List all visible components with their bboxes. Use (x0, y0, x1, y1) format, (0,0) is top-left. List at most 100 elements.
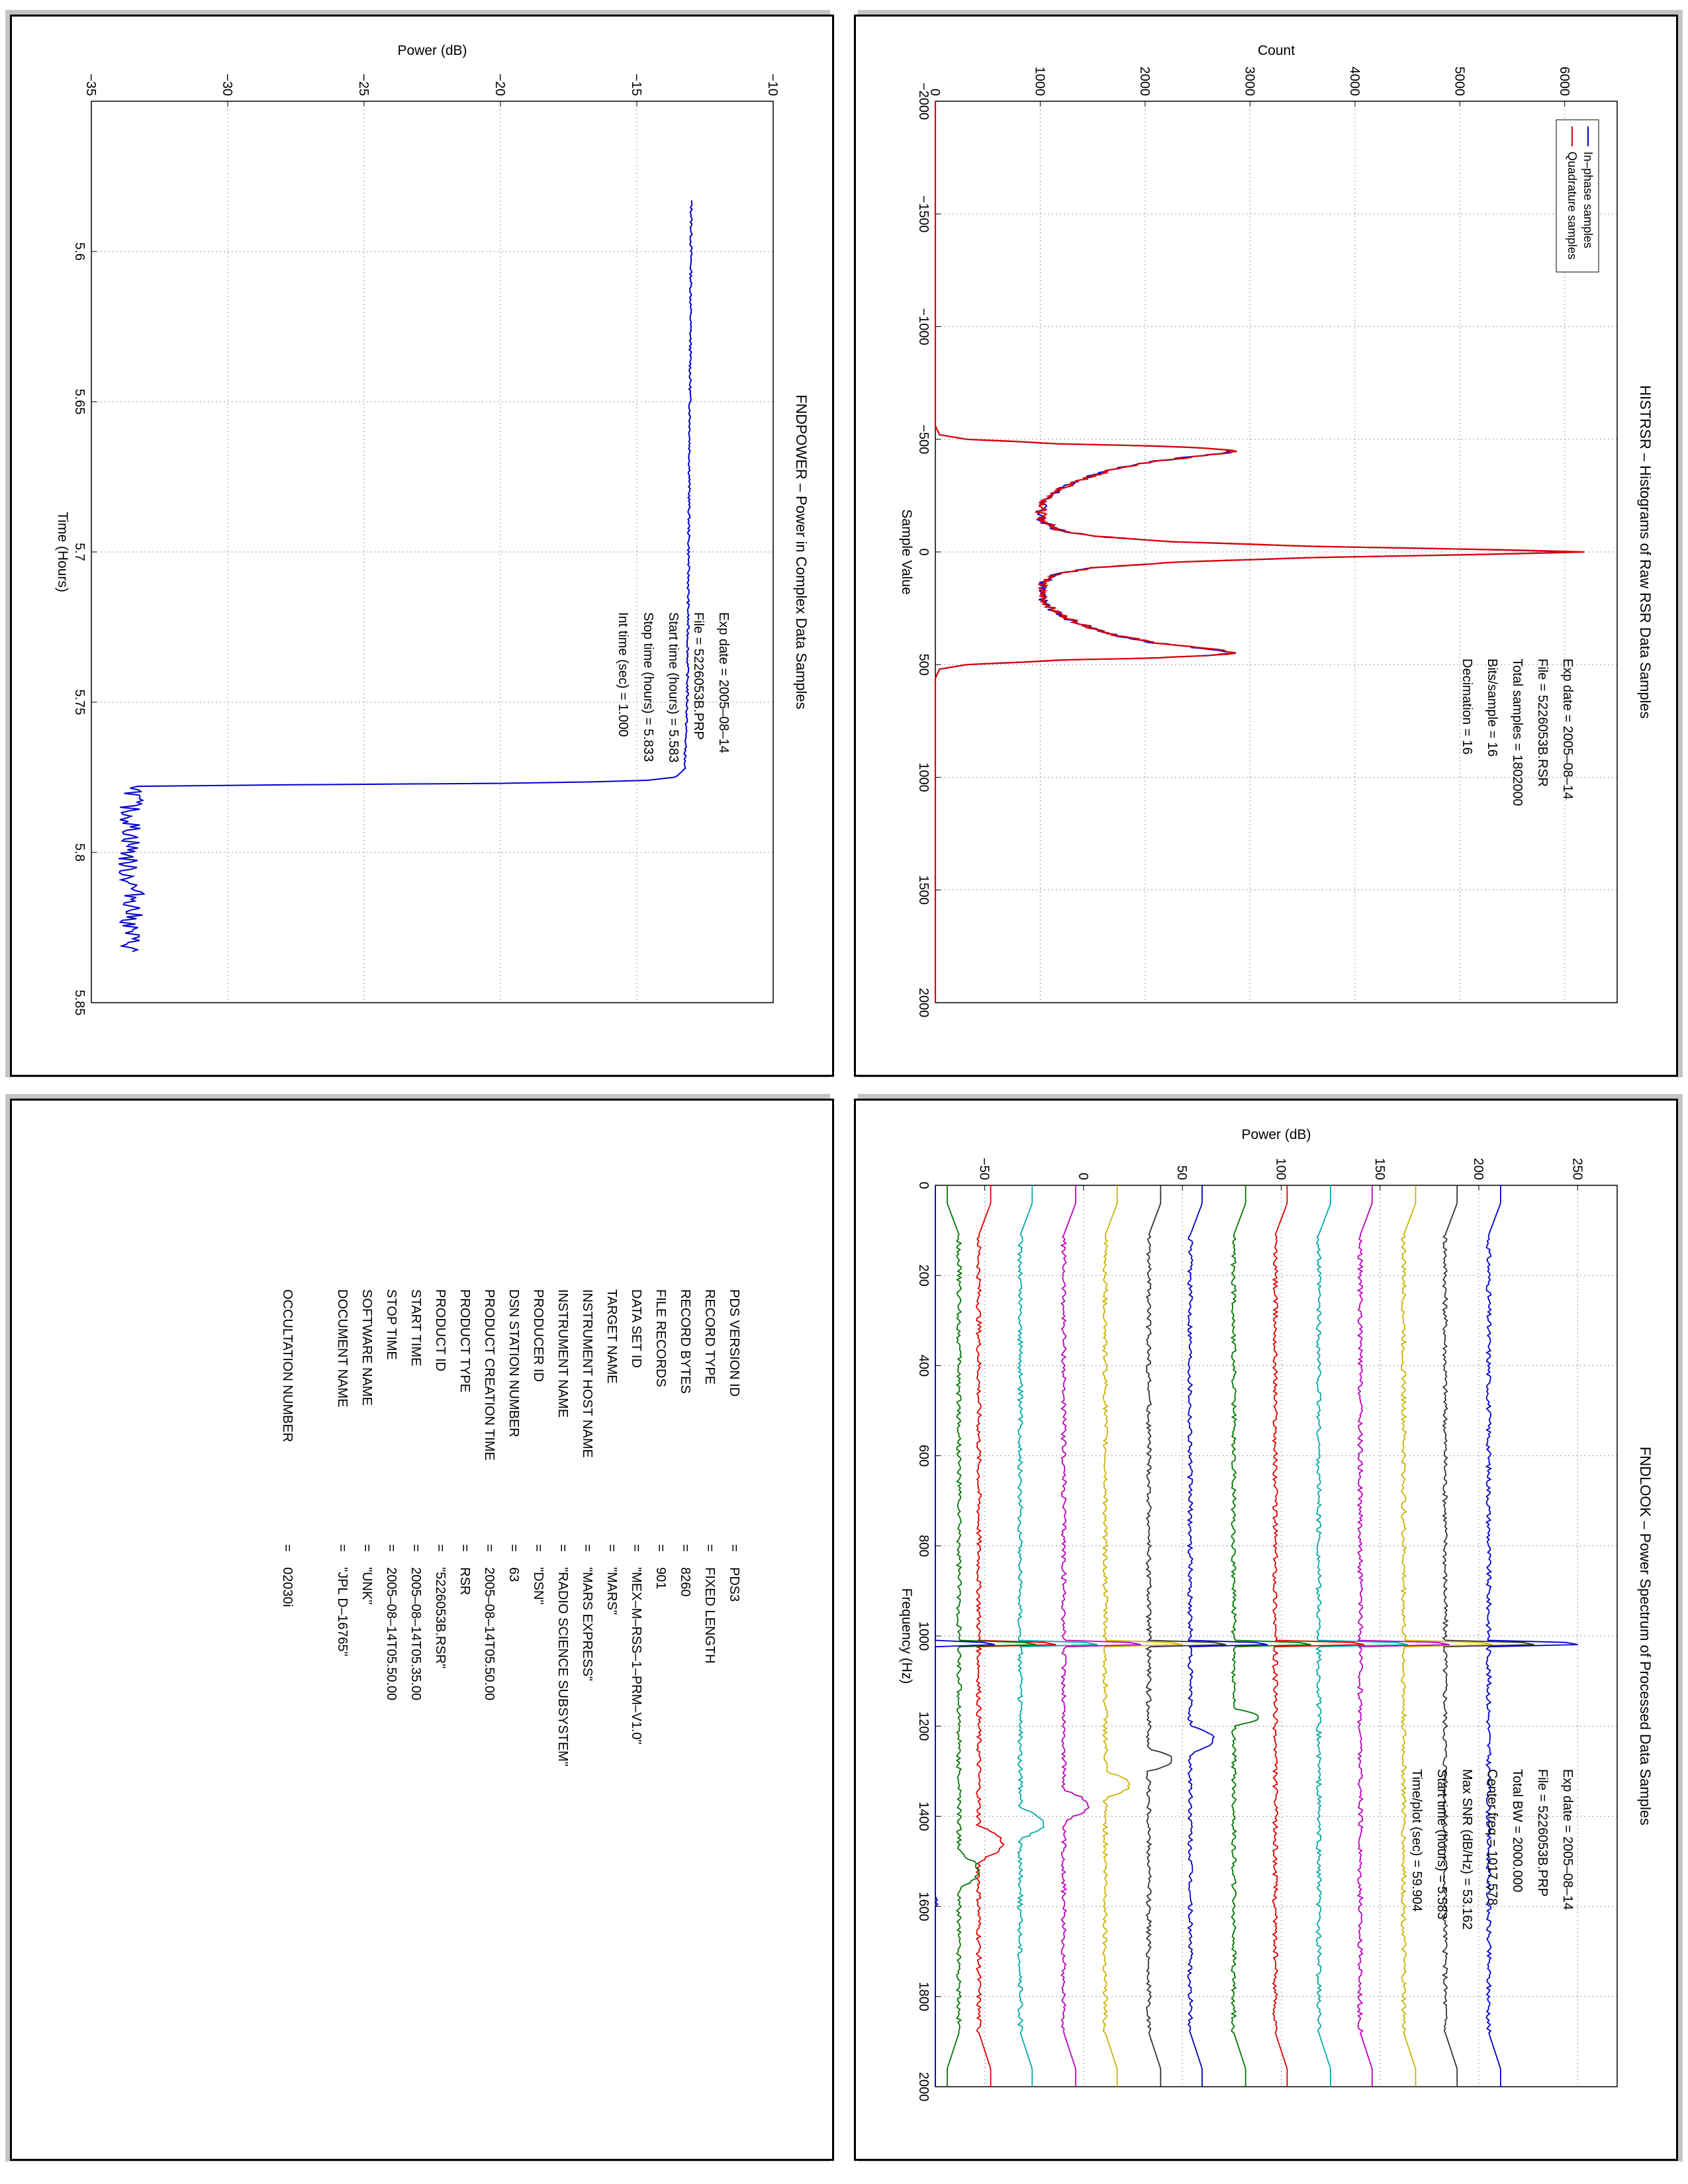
info-line: Exp date = 2005–08–14 (716, 612, 731, 753)
info-line: Stop time (hours) = 5.833 (641, 612, 655, 762)
histogram-panel: HISTRSR – Histograms of Raw RSR Data Sam… (854, 15, 1678, 1077)
y-tick-label: 6000 (1557, 67, 1571, 97)
label-equals: = (506, 1544, 521, 1552)
pds-label-listing: PDS VERSION ID = PDS3 RECORD TYPE = FIXED LEN… (280, 1289, 741, 1766)
spectrum-chart: FNDLOOK – Power Spectrum of Processed Da… (899, 1127, 1654, 2102)
legend-label: Quadrature samples (1566, 152, 1579, 259)
label-equals: = (580, 1544, 594, 1552)
label-key: STOP TIME (384, 1289, 399, 1360)
label-key: RECORD TYPE (702, 1289, 717, 1385)
y-tick-label: −50 (977, 1158, 992, 1180)
label-equals: = (482, 1544, 496, 1552)
y-axis-label: Count (1258, 43, 1295, 58)
x-tick-label: 1200 (916, 1711, 931, 1741)
info-line: Bits/sample = 16 (1485, 659, 1499, 756)
power-chart: FNDPOWER – Power in Complex Data Samples… (55, 43, 810, 1015)
power-panel: FNDPOWER – Power in Complex Data Samples… (10, 15, 834, 1077)
label-key: DOCUMENT NAME (335, 1289, 350, 1408)
label-value: 2005–08–14T05.50.00 (482, 1567, 496, 1700)
y-tick-label: 4000 (1347, 67, 1362, 97)
y-tick-label: 0 (1076, 1173, 1090, 1180)
info-line: Exp date = 2005–08–14 (1560, 1769, 1575, 1910)
x-tick-label: 5.75 (72, 690, 87, 715)
spectrum-series-line (947, 1185, 1037, 2087)
label-value: "MARS" (604, 1567, 619, 1615)
label-value: 2005–08–14T05.50.00 (384, 1567, 399, 1700)
spectrum-series-line (1356, 1185, 1450, 2087)
label-value: RSR (457, 1567, 472, 1595)
info-line: Decimation = 16 (1460, 659, 1474, 754)
y-tick-label: 1000 (1032, 67, 1047, 97)
y-tick-label: 150 (1372, 1158, 1387, 1180)
label-value: "RADIO SCIENCE SUBSYSTEM" (555, 1567, 570, 1766)
label-key: INSTRUMENT NAME (555, 1289, 570, 1418)
info-line: Max SNR (dB/Hz) = 53.162 (1460, 1769, 1474, 1930)
spectrum-series-line (1441, 1185, 1535, 2087)
y-tick-label: −15 (629, 73, 643, 96)
y-tick-label: 50 (1174, 1165, 1189, 1180)
label-panel: PDS VERSION ID = PDS3 RECORD TYPE = FIXED LEN… (10, 1099, 834, 2161)
info-line: Exp date = 2005–08–14 (1560, 659, 1575, 799)
label-equals: = (678, 1544, 692, 1552)
label-value: PDS3 (727, 1567, 741, 1602)
x-tick-label: 400 (916, 1355, 931, 1377)
spectrum-series-line (1060, 1185, 1141, 2087)
label-value: 901 (653, 1567, 668, 1589)
legend-label: In–phase samples (1581, 152, 1595, 248)
label-value: "JPL D–16765" (335, 1567, 350, 1657)
info-line: Start time (hours) = 5.583 (1434, 1769, 1449, 1919)
plot-frame (935, 101, 1618, 1003)
x-tick-label: 1500 (916, 876, 931, 905)
label-equals: = (531, 1544, 545, 1552)
x-tick-label: −1500 (916, 195, 931, 232)
label-key: PRODUCER ID (531, 1289, 545, 1382)
x-tick-label: 0 (916, 1181, 931, 1189)
spectrum-series-line (1145, 1185, 1227, 2087)
y-tick-label: 0 (927, 89, 942, 96)
label-key: DATA SET ID (629, 1289, 643, 1368)
label-equals: = (629, 1544, 643, 1552)
x-tick-label: 500 (916, 654, 931, 676)
info-line: File = 5226053B.PRP (691, 612, 706, 740)
x-tick-label: 0 (916, 548, 931, 555)
x-tick-label: −1000 (916, 308, 931, 345)
y-tick-label: 2000 (1137, 67, 1152, 97)
info-line: Time/plot (sec) = 59.904 (1409, 1769, 1424, 1911)
x-tick-label: 200 (916, 1265, 931, 1287)
y-axis-label: Power (dB) (397, 43, 467, 58)
power-series-line (118, 200, 693, 952)
y-tick-label: 5000 (1452, 67, 1466, 97)
label-value: "MARS EXPRESS" (580, 1567, 594, 1681)
histogram-chart: HISTRSR – Histograms of Raw RSR Data Sam… (899, 43, 1654, 1017)
x-tick-label: 5.6 (72, 242, 87, 261)
label-key: FILE RECORDS (653, 1289, 668, 1387)
label-equals: = (653, 1544, 668, 1552)
spectrum-series-line (1315, 1185, 1408, 2087)
label-equals: = (408, 1544, 423, 1552)
label-value: "DSN" (531, 1567, 545, 1604)
label-key: TARGET NAME (604, 1289, 619, 1384)
chart-title: HISTRSR – Histograms of Raw RSR Data Sam… (1637, 385, 1654, 719)
label-value: "5226053B.RSR" (433, 1567, 447, 1668)
label-value: "MEX–M–RSS–1–PRM–V1.0" (629, 1567, 643, 1745)
chart-title: FNDPOWER – Power in Complex Data Samples (793, 394, 810, 709)
y-tick-label: −20 (492, 73, 507, 96)
info-line: Total BW = 2000.000 (1510, 1769, 1524, 1892)
y-tick-label: −35 (83, 73, 98, 96)
label-key: START TIME (408, 1289, 423, 1366)
label-equals: = (702, 1544, 717, 1552)
x-tick-label: 600 (916, 1445, 931, 1467)
chart-title: FNDLOOK – Power Spectrum of Processed Da… (1637, 1447, 1654, 1825)
label-value: 2005–08–14T05.35.00 (408, 1567, 423, 1700)
label-key: PRODUCT TYPE (457, 1289, 472, 1392)
spectrum-series-line (1016, 1185, 1098, 2087)
y-tick-label: −25 (356, 73, 371, 96)
x-tick-label: 5.7 (72, 543, 87, 561)
label-equals: = (335, 1544, 350, 1552)
x-axis-label: Frequency (Hz) (899, 1588, 914, 1684)
x-tick-label: 1800 (916, 1982, 931, 2012)
x-tick-label: 5.8 (72, 843, 87, 862)
label-equals: = (384, 1544, 399, 1552)
x-tick-label: 2000 (916, 2072, 931, 2102)
label-value: 8260 (678, 1567, 692, 1597)
